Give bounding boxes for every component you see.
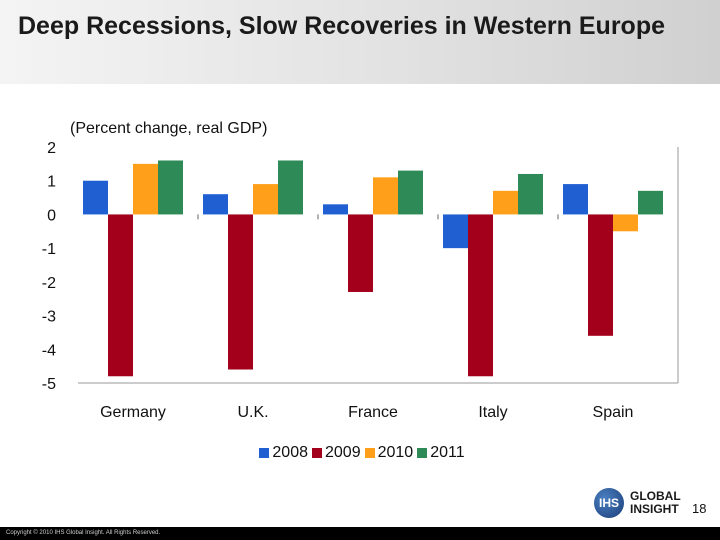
- chart-legend: 2008 2009 2010 2011: [0, 444, 720, 462]
- bar-2010-italy: [493, 190, 518, 215]
- y-axis: 2 1 0 -1 -2 -3 -4 -5: [42, 140, 679, 393]
- bar-2008-france: [323, 204, 348, 215]
- legend-item-2011: 2011: [417, 444, 465, 462]
- legend-swatch: [417, 448, 428, 458]
- bar-2008-spain: [563, 184, 588, 215]
- bar-2008-uk: [203, 194, 228, 215]
- page-number: 18: [692, 501, 707, 516]
- y-tick-label: -4: [42, 342, 56, 359]
- chart-subtitle: (Percent change, real GDP): [70, 120, 268, 137]
- x-axis-labels: Germany U.K. France Italy Spain: [100, 404, 633, 421]
- bar-2008-italy: [443, 214, 468, 249]
- legend-label: 2009: [325, 444, 361, 461]
- legend-item-2010: 2010: [364, 444, 414, 462]
- bar-2011-uk: [278, 160, 303, 215]
- footer-bar: Copyright © 2010 IHS Global Insight. All…: [0, 527, 720, 540]
- bar-2010-germany: [133, 163, 158, 215]
- legend-label: 2008: [272, 444, 308, 461]
- bar-2010-spain: [613, 214, 638, 232]
- legend-item-2009: 2009: [312, 444, 361, 462]
- logo-line-global: GLOBAL: [630, 489, 681, 503]
- bar-2009-italy: [468, 214, 493, 377]
- y-tick-label: -1: [42, 241, 56, 258]
- y-tick-label: -2: [42, 275, 56, 292]
- legend-swatch: [259, 448, 270, 458]
- bar-2011-spain: [638, 190, 663, 215]
- ihs-global-insight-logo: IHS GLOBAL INSIGHT: [594, 488, 714, 522]
- y-tick-label: -5: [42, 376, 56, 393]
- legend-swatch: [312, 448, 322, 458]
- bar-2009-spain: [588, 214, 613, 336]
- y-tick-label: 1: [47, 174, 56, 191]
- bar-2011-germany: [158, 160, 183, 215]
- logo-wordmark: GLOBAL INSIGHT: [630, 490, 681, 516]
- y-tick-label: 2: [47, 140, 56, 157]
- y-tick-label: 0: [47, 207, 56, 224]
- bar-2011-france: [398, 170, 423, 215]
- copyright-text: Copyright © 2010 IHS Global Insight. All…: [6, 530, 161, 536]
- legend-swatch: [364, 448, 375, 458]
- bar-2008-germany: [83, 180, 108, 215]
- legend-item-2008: 2008: [259, 444, 308, 462]
- x-category-label: Italy: [478, 404, 507, 421]
- bar-2010-uk: [253, 184, 278, 215]
- x-category-label: U.K.: [237, 404, 268, 421]
- bars: [83, 160, 663, 377]
- logo-line-insight: INSIGHT: [630, 502, 679, 516]
- x-category-label: Spain: [593, 404, 634, 421]
- x-category-label: France: [348, 404, 398, 421]
- slide-title: Deep Recessions, Slow Recoveries in West…: [18, 12, 665, 40]
- legend-label: 2010: [377, 444, 414, 461]
- bar-2010-france: [373, 177, 398, 215]
- x-category-label: Germany: [100, 404, 166, 421]
- bar-2009-uk: [228, 214, 253, 370]
- bar-2011-italy: [518, 173, 543, 215]
- ihs-logo-icon: IHS: [594, 488, 624, 518]
- y-tick-label: -3: [42, 309, 56, 326]
- bar-2009-france: [348, 214, 373, 292]
- title-band: [0, 0, 720, 84]
- bar-2009-germany: [108, 214, 133, 377]
- legend-label: 2011: [430, 444, 465, 461]
